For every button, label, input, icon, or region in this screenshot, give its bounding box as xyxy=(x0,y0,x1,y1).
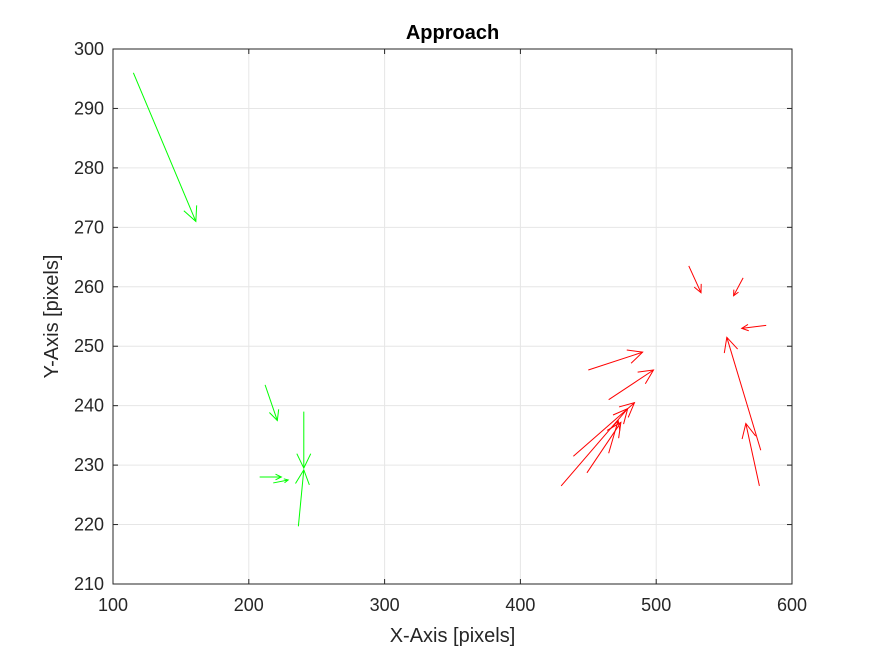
y-tick-label: 300 xyxy=(74,39,104,59)
arrow-head xyxy=(637,369,655,385)
x-tick-label: 600 xyxy=(777,595,807,615)
y-tick-label: 230 xyxy=(74,455,104,475)
x-tick-label: 400 xyxy=(505,595,535,615)
arrow xyxy=(608,419,621,454)
arrow xyxy=(264,384,280,422)
x-tick-label: 500 xyxy=(641,595,671,615)
arrow-shaft xyxy=(132,72,197,222)
arrow xyxy=(273,478,290,484)
arrow-head xyxy=(693,283,702,294)
y-tick-label: 290 xyxy=(74,98,104,118)
arrow-shaft xyxy=(608,369,654,401)
arrow-head xyxy=(740,323,749,332)
arrow xyxy=(296,411,312,470)
arrow-shaft xyxy=(688,265,702,293)
y-tick-label: 220 xyxy=(74,515,104,535)
arrow-head xyxy=(275,473,283,481)
arrow-shaft xyxy=(741,324,767,329)
y-tick-label: 280 xyxy=(74,158,104,178)
arrow-shaft xyxy=(264,384,278,421)
arrow xyxy=(295,468,310,527)
arrow-shaft xyxy=(608,420,619,454)
y-tick-label: 240 xyxy=(74,396,104,416)
arrow-head xyxy=(626,349,644,364)
arrow xyxy=(688,265,702,294)
arrow xyxy=(573,401,636,457)
arrow xyxy=(723,336,762,451)
arrow-head xyxy=(269,409,280,422)
arrow xyxy=(608,369,655,401)
x-tick-label: 200 xyxy=(234,595,264,615)
arrow-shaft xyxy=(573,402,635,457)
quiver-arrows xyxy=(132,72,767,527)
arrow-head xyxy=(723,336,738,354)
arrow-head xyxy=(296,453,312,470)
arrow-shaft xyxy=(273,479,289,484)
arrow-shaft xyxy=(745,423,760,487)
x-tick-label: 300 xyxy=(370,595,400,615)
axes-frame xyxy=(112,48,793,585)
x-tick-labels: 100 200 300 400 500 600 xyxy=(98,595,807,615)
chart-title: Approach xyxy=(406,22,499,44)
plot-background xyxy=(113,49,792,584)
arrow-head xyxy=(283,478,290,484)
plot-frame xyxy=(112,48,793,585)
arrow-shaft xyxy=(560,408,629,487)
y-tick-label: 210 xyxy=(74,574,104,594)
arrow xyxy=(259,473,283,481)
y-tick-label: 250 xyxy=(74,336,104,356)
arrow-head xyxy=(741,422,757,440)
y-tick-label: 270 xyxy=(74,217,104,237)
arrow-shaft xyxy=(297,469,305,527)
x-tick-label: 100 xyxy=(98,595,128,615)
y-tick-label: 260 xyxy=(74,277,104,297)
arrow-head xyxy=(610,419,621,431)
y-tick-labels: 210 220 230 240 250 260 270 280 290 300 xyxy=(74,39,104,594)
arrow-head xyxy=(733,289,739,297)
arrow-head xyxy=(295,468,310,486)
arrow-head xyxy=(618,401,636,418)
arrow-head xyxy=(183,205,198,223)
x-axis-label: X-Axis [pixels] xyxy=(390,625,516,647)
arrow-shaft xyxy=(726,337,762,451)
arrow xyxy=(733,277,744,297)
arrow-shaft xyxy=(733,277,744,296)
arrow xyxy=(740,323,767,332)
y-axis-label: Y-Axis [pixels] xyxy=(41,255,63,379)
arrow xyxy=(132,72,198,223)
arrow-shaft xyxy=(588,351,643,371)
arrow xyxy=(588,349,644,371)
arrow xyxy=(741,422,760,487)
